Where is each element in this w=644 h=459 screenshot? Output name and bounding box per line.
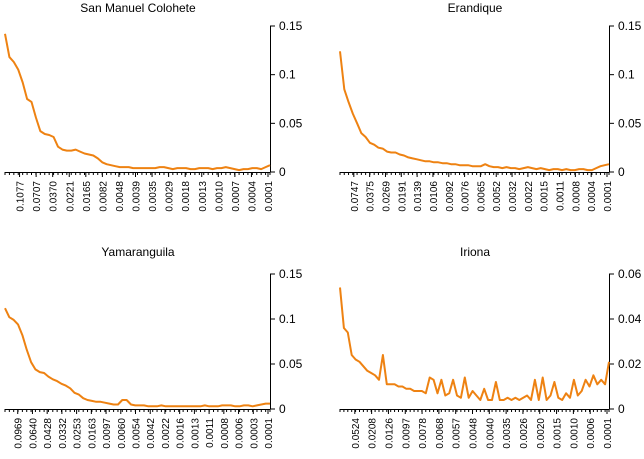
panel-3-y-tick-label: 0.15 (279, 267, 303, 281)
panel-2-x-tick-label: 0.0008 (571, 181, 582, 212)
panel-1-y-tick-label: 0.1 (279, 68, 296, 82)
panel-4-x-tick-label: 0.0020 (536, 418, 547, 449)
panel-1-x-tick-label: 0.0035 (148, 181, 159, 212)
panel-1-x-tick-label: 0.0221 (65, 181, 76, 212)
panel-2-x-tick-label: 0.0076 (461, 181, 472, 212)
panel-4-title: Iriona (460, 245, 490, 259)
panel-3-x-tick-label: 0.0332 (58, 418, 69, 449)
panel-4-x-tick-label: 0.0015 (553, 418, 564, 449)
panel-3-x-tick-label: 0.0006 (235, 418, 246, 449)
panel-3-x-tick-label: 0.0163 (87, 418, 98, 449)
panel-2-y-tick-label: 0 (618, 165, 625, 179)
panel-4-series-line (339, 287, 610, 401)
panel-2-x-tick-label: 0.0139 (413, 181, 424, 212)
panel-3-x-tick-label: 0.0001 (264, 418, 275, 449)
panel-3-y-tick-label: 0 (279, 402, 286, 416)
panel-3-x-tick-label: 0.0011 (205, 418, 216, 448)
panel-3-x-tick-label: 0.0042 (146, 418, 157, 449)
panel-3-x-tick-label: 0.0060 (117, 418, 128, 449)
panel-1-y-tick-label: 0.05 (279, 116, 303, 130)
panel-1-x-tick-label: 0.0010 (214, 181, 225, 212)
panel-1-series-line (4, 33, 271, 172)
panel-2-x-tick-label: 0.0065 (476, 181, 487, 212)
panel-2-x-tick-label: 0.0001 (603, 181, 614, 212)
panel-1-x-tick-label: 0.0013 (198, 181, 209, 212)
panel-2-x-tick-label: 0.0011 (556, 181, 567, 211)
panel-3-x-tick-label: 0.0022 (161, 418, 172, 449)
panel-4-x-tick-label: 0.0126 (384, 418, 395, 449)
panel-3-x-tick-label: 0.0013 (190, 418, 201, 449)
panel-3-x-tick-label: 0.0097 (102, 418, 113, 449)
panel-4-x-tick-label: 0.0057 (452, 418, 463, 449)
panel-1-x-tick-label: 0.0082 (98, 181, 109, 212)
panel-2-x-tick-label: 0.0269 (381, 181, 392, 212)
panel-1-x-tick-label: 0.0165 (82, 181, 93, 212)
panel-4-x-tick-label: 0.0026 (519, 418, 530, 449)
panel-2-y-tick-label: 0.15 (618, 19, 642, 33)
panel-1-x-tick-label: 0.0029 (165, 181, 176, 212)
panel-2-series-line (339, 51, 610, 172)
panel-1-y-tick-label: 0.15 (279, 19, 303, 33)
panel-3-x-tick-label: 0.0640 (28, 418, 39, 449)
panel-4-x-tick-label: 0.0068 (435, 418, 446, 449)
panel-3-series-line (4, 307, 270, 408)
panel-3-y-tick-label: 0.05 (279, 357, 303, 371)
panel-2-x-tick-label: 0.0375 (366, 181, 377, 212)
panel-1-x-tick-label: 0.0048 (115, 181, 126, 212)
panel-2-x-tick-label: 0.0004 (587, 181, 598, 212)
panel-1-x-tick-label: 0.1077 (16, 181, 27, 212)
panel-4-x-tick-label: 0.0048 (469, 418, 480, 449)
panel-2-x-tick-label: 0.0052 (492, 181, 503, 212)
panel-3-x-tick-label: 0.0054 (132, 418, 143, 449)
panel-1-x-tick-label: 0.0039 (132, 181, 143, 212)
panel-4-x-tick-label: 0.0208 (368, 418, 379, 449)
panel-4-x-tick-label: 0.0078 (418, 418, 429, 449)
panel-1-x-tick-label: 0.0007 (231, 181, 242, 212)
panel-3-x-tick-label: 0.0969 (14, 418, 25, 449)
panel-2-y-tick-label: 0.1 (618, 68, 635, 82)
panel-4-y-tick-label: 0.06 (618, 267, 642, 281)
panel-3-title: Yamaranguila (101, 245, 174, 259)
panel-2-x-tick-label: 0.0032 (508, 181, 519, 212)
panel-1-x-tick-label: 0.0001 (264, 181, 275, 212)
panel-3-x-tick-label: 0.0008 (220, 418, 231, 449)
panel-1-title: San Manuel Colohete (80, 1, 196, 15)
panel-2-x-tick-label: 0.0747 (350, 181, 361, 212)
panel-1-x-tick-label: 0.0707 (32, 181, 43, 212)
panel-4-x-tick-label: 0.0040 (485, 418, 496, 449)
panel-1-x-tick-label: 0.0370 (49, 181, 60, 212)
panel-4-y-tick-label: 0 (618, 402, 625, 416)
panel-4-x-tick-label: 0.0006 (586, 418, 597, 449)
panel-1-x-tick-label: 0.0018 (181, 181, 192, 212)
panel-3-x-tick-label: 0.0253 (73, 418, 84, 449)
panel-4-x-tick-label: 0.0001 (603, 418, 614, 449)
panel-3-x-tick-label: 0.0003 (249, 418, 260, 449)
panel-4-y-tick-label: 0.02 (618, 357, 642, 371)
panel-2-y-tick-label: 0.05 (618, 116, 642, 130)
panel-4-x-tick-label: 0.0524 (351, 418, 362, 449)
panel-3-x-tick-label: 0.0428 (43, 418, 54, 449)
panel-1-x-tick-label: 0.0004 (247, 181, 258, 212)
panel-2-x-tick-label: 0.0191 (397, 181, 408, 212)
panel-2-x-tick-label: 0.0092 (445, 181, 456, 212)
panel-3-x-tick-label: 0.0016 (176, 418, 187, 449)
panel-4-x-tick-label: 0.0035 (502, 418, 513, 449)
panel-4-x-tick-label: 0.0010 (569, 418, 580, 449)
panel-2-x-tick-label: 0.0015 (540, 181, 551, 212)
panel-3-y-tick-label: 0.1 (279, 312, 296, 326)
panel-2-x-tick-label: 0.0106 (429, 181, 440, 212)
panel-1-y-tick-label: 0 (279, 165, 286, 179)
panel-4-x-tick-label: 0.0097 (401, 418, 412, 449)
panel-2-title: Erandique (448, 1, 503, 15)
panel-4-y-tick-label: 0.04 (618, 312, 642, 326)
panel-2-x-tick-label: 0.0022 (524, 181, 535, 212)
